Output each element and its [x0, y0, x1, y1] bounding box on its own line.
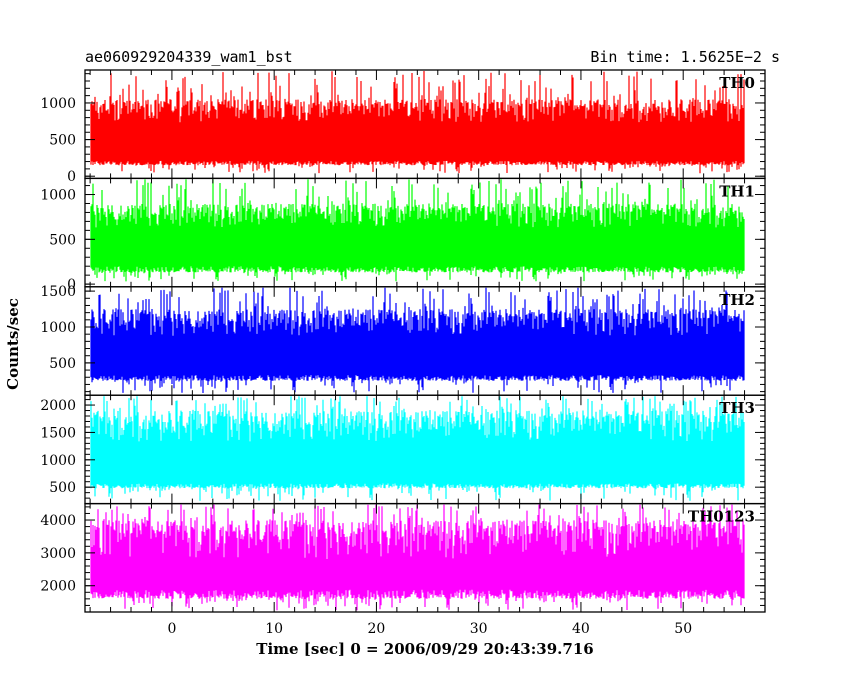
series-th1-curve	[90, 179, 745, 282]
y-tick-label: 4000	[40, 513, 76, 529]
y-tick-label: 1000	[40, 320, 76, 336]
y-tick-label: 500	[49, 232, 76, 248]
x-tick-label: 0	[167, 621, 176, 637]
y-tick-label: 1000	[40, 188, 76, 204]
series-th0123-curve	[90, 504, 745, 611]
y-tick-label: 1500	[40, 284, 76, 300]
panel-th1: TH1 0 500 1000	[40, 177, 766, 293]
series-th2-curve	[90, 287, 745, 393]
y-tick-label: 1000	[40, 96, 76, 112]
y-tick-label: 0	[67, 169, 76, 185]
series-th3-curve	[90, 396, 745, 501]
panel-frame	[84, 502, 766, 613]
x-tick-label: 20	[368, 621, 386, 637]
y-tick-label: 1000	[40, 453, 76, 469]
series-label: TH1	[719, 182, 755, 200]
panel-th2: TH2 500 1000 1500	[40, 284, 766, 396]
x-axis-label: Time [sec] 0 = 2006/09/29 20:43:39.716	[256, 640, 593, 658]
y-tick-label: 2000	[40, 579, 76, 595]
y-tick-label: 1500	[40, 425, 76, 441]
series-label: TH0123	[688, 508, 755, 526]
y-tick-label: 2000	[40, 398, 76, 414]
panel-th0123: TH0123 2000 3000 4000	[40, 502, 766, 613]
series-label: TH2	[719, 291, 755, 309]
y-tick-label: 3000	[40, 546, 76, 562]
y-tick-label: 500	[49, 480, 76, 496]
series-th0-curve	[90, 71, 745, 174]
chart-title-right: Bin time: 1.5625E−2 s	[590, 48, 780, 66]
panel-th3: TH3 500 1000 1500 2000	[40, 394, 766, 505]
chart-title-left: ae060929204339_wam1_bst	[85, 48, 293, 66]
y-axis-label: Counts/sec	[4, 298, 22, 390]
y-tick-label: 500	[49, 133, 76, 149]
panel-th0: TH0 0 500 1000	[40, 69, 766, 185]
x-tick-label: 30	[470, 621, 488, 637]
series-label: TH3	[719, 399, 755, 417]
panels-layer: TH005001000TH105001000TH250010001500TH35…	[40, 69, 766, 637]
x-tick-label: 40	[572, 621, 590, 637]
x-tick-label: 50	[674, 621, 692, 637]
y-tick-label: 0	[67, 277, 76, 293]
x-tick-label: 10	[265, 621, 283, 637]
y-tick-label: 500	[49, 356, 76, 372]
series-label: TH0	[719, 74, 755, 92]
